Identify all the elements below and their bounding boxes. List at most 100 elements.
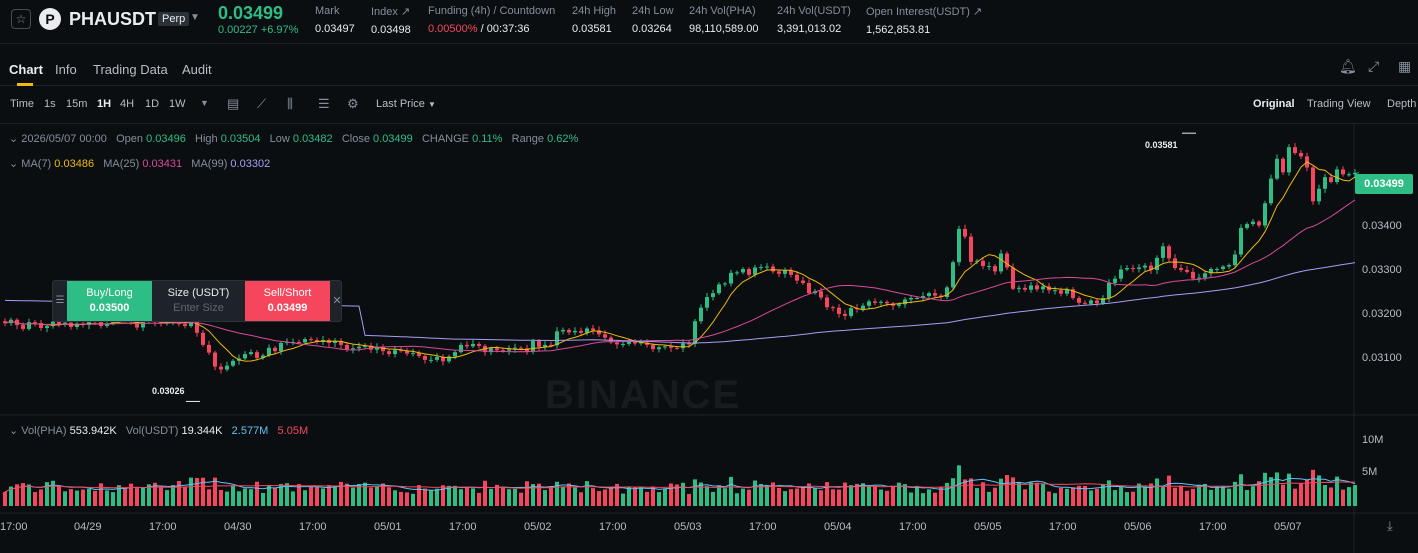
candle-body	[1269, 178, 1273, 204]
view-trading-view[interactable]: Trading View	[1307, 98, 1371, 110]
candle-body	[1101, 298, 1105, 304]
candle-body	[1191, 271, 1195, 279]
candle-body	[453, 352, 457, 357]
volume-bar	[1035, 482, 1039, 506]
volume-bar	[1089, 490, 1093, 506]
volume-bar	[1287, 473, 1291, 506]
volume-bar	[885, 490, 889, 506]
candle-body	[1167, 246, 1171, 259]
interval-1s[interactable]: 1s	[44, 98, 56, 110]
stat-index[interactable]: Index ↗ 0.03498	[371, 6, 411, 36]
candle-body	[1143, 265, 1147, 268]
interval-4h[interactable]: 4H	[120, 98, 135, 110]
interval-1w[interactable]: 1W	[169, 98, 186, 110]
candle-body	[429, 359, 433, 361]
volume-bar	[687, 493, 691, 506]
candle-body	[1281, 158, 1285, 173]
binance-watermark: BINANCE	[545, 373, 742, 417]
tab-chart[interactable]: Chart	[9, 62, 43, 77]
volume-bar	[1203, 483, 1207, 506]
volume-bar	[171, 485, 175, 506]
candle-body	[735, 272, 739, 274]
interval-1d[interactable]: 1D	[145, 98, 160, 110]
ticker-bar: ☆ P PHAUSDT Perp ▼ 0.03499 0.00227 +6.97…	[0, 0, 1418, 44]
volume-bar	[801, 487, 805, 506]
candle-body	[969, 236, 973, 262]
buy-long-button[interactable]: Buy/Long 0.03500	[67, 281, 152, 321]
candle-body	[837, 307, 841, 314]
price-axis-label: 0.03200	[1362, 308, 1402, 320]
candle-body	[897, 304, 901, 306]
candle-body	[1011, 267, 1015, 289]
volume-bar	[855, 483, 859, 506]
interval-15m[interactable]: 15m	[66, 98, 88, 110]
volume-bar	[579, 492, 583, 506]
time-axis-label: 05/05	[974, 521, 1002, 533]
interval-1h[interactable]: 1H	[97, 98, 112, 110]
price-type-select[interactable]: Last Price ▼	[376, 98, 436, 110]
expand-icon[interactable]: ⤢	[1368, 58, 1380, 74]
volume-bar	[1083, 485, 1087, 506]
bell-icon[interactable]: 🔔︎	[1339, 58, 1357, 74]
candle-body	[1179, 268, 1183, 270]
candle-body	[699, 307, 703, 322]
chevron-down-icon[interactable]: ▼	[190, 12, 200, 23]
candle-body	[1209, 269, 1213, 274]
candle-body	[1323, 177, 1327, 189]
candle-icon[interactable]: ⫼	[287, 96, 293, 111]
volume-bar	[1251, 486, 1255, 506]
time-axis-label: 17:00	[149, 521, 177, 533]
candle-body	[1263, 203, 1267, 226]
candle-body	[1311, 167, 1315, 202]
volume-bar	[111, 492, 115, 506]
volume-bar	[1257, 481, 1261, 506]
size-input[interactable]: Size (USDT) Enter Size	[167, 287, 230, 314]
candle-body	[963, 228, 967, 237]
symbol-name[interactable]: PHAUSDT	[69, 9, 157, 29]
calendar-icon[interactable]: ▤	[227, 96, 240, 111]
indicators-icon[interactable]: ☰	[318, 96, 330, 111]
volume-bar	[1299, 483, 1303, 506]
scroll-to-latest-icon[interactable]: ⤓	[1387, 518, 1393, 533]
volume-bar	[267, 484, 271, 506]
candle-body	[345, 344, 349, 350]
view-original[interactable]: Original	[1253, 98, 1295, 110]
volume-bar	[1161, 487, 1165, 506]
time-axis-label: 17:00	[1199, 521, 1227, 533]
favorite-star-icon[interactable]: ☆	[11, 9, 31, 29]
candle-body	[801, 280, 805, 284]
sell-short-button[interactable]: Sell/Short 0.03499	[245, 281, 330, 321]
volume-bar	[1107, 480, 1111, 506]
stat-mark: Mark 0.03497	[315, 5, 355, 35]
volume-bar	[645, 491, 649, 506]
volume-bar	[711, 491, 715, 506]
more-intervals-icon[interactable]: ▼	[200, 98, 209, 108]
line-chart-icon[interactable]: ⟋	[257, 96, 267, 111]
candle-body	[45, 326, 49, 328]
view-depth[interactable]: Depth	[1387, 98, 1417, 110]
candlestick-chart[interactable]	[0, 124, 1418, 553]
candle-body	[507, 349, 511, 351]
chart-area[interactable]: BINANCE ⌄ 2026/05/07 00:00 Open 0.03496 …	[0, 124, 1418, 553]
close-icon[interactable]: ✕	[332, 295, 342, 307]
volume-bar	[771, 482, 775, 506]
drag-handle-icon[interactable]: ☰	[55, 295, 65, 306]
volume-bar	[1143, 486, 1147, 506]
candle-body	[951, 262, 955, 288]
ma7-line	[4, 161, 1356, 362]
candle-body	[693, 321, 697, 344]
settings-icon[interactable]: ⚙	[347, 96, 359, 111]
tab-trading-data[interactable]: Trading Data	[93, 62, 168, 77]
stat-open-interest[interactable]: Open Interest(USDT) ↗ 1,562,853.81	[866, 6, 983, 36]
volume-bar	[537, 483, 541, 506]
volume-bar	[591, 488, 595, 506]
tab-audit[interactable]: Audit	[182, 62, 212, 77]
volume-bar	[531, 484, 535, 506]
candle-body	[213, 352, 217, 367]
interval-time[interactable]: Time	[10, 98, 35, 110]
grid-layout-icon[interactable]: ▦	[1398, 58, 1412, 74]
tab-info[interactable]: Info	[55, 62, 77, 77]
candle-body	[1287, 147, 1291, 173]
volume-bar	[225, 491, 229, 506]
candle-body	[303, 339, 307, 343]
